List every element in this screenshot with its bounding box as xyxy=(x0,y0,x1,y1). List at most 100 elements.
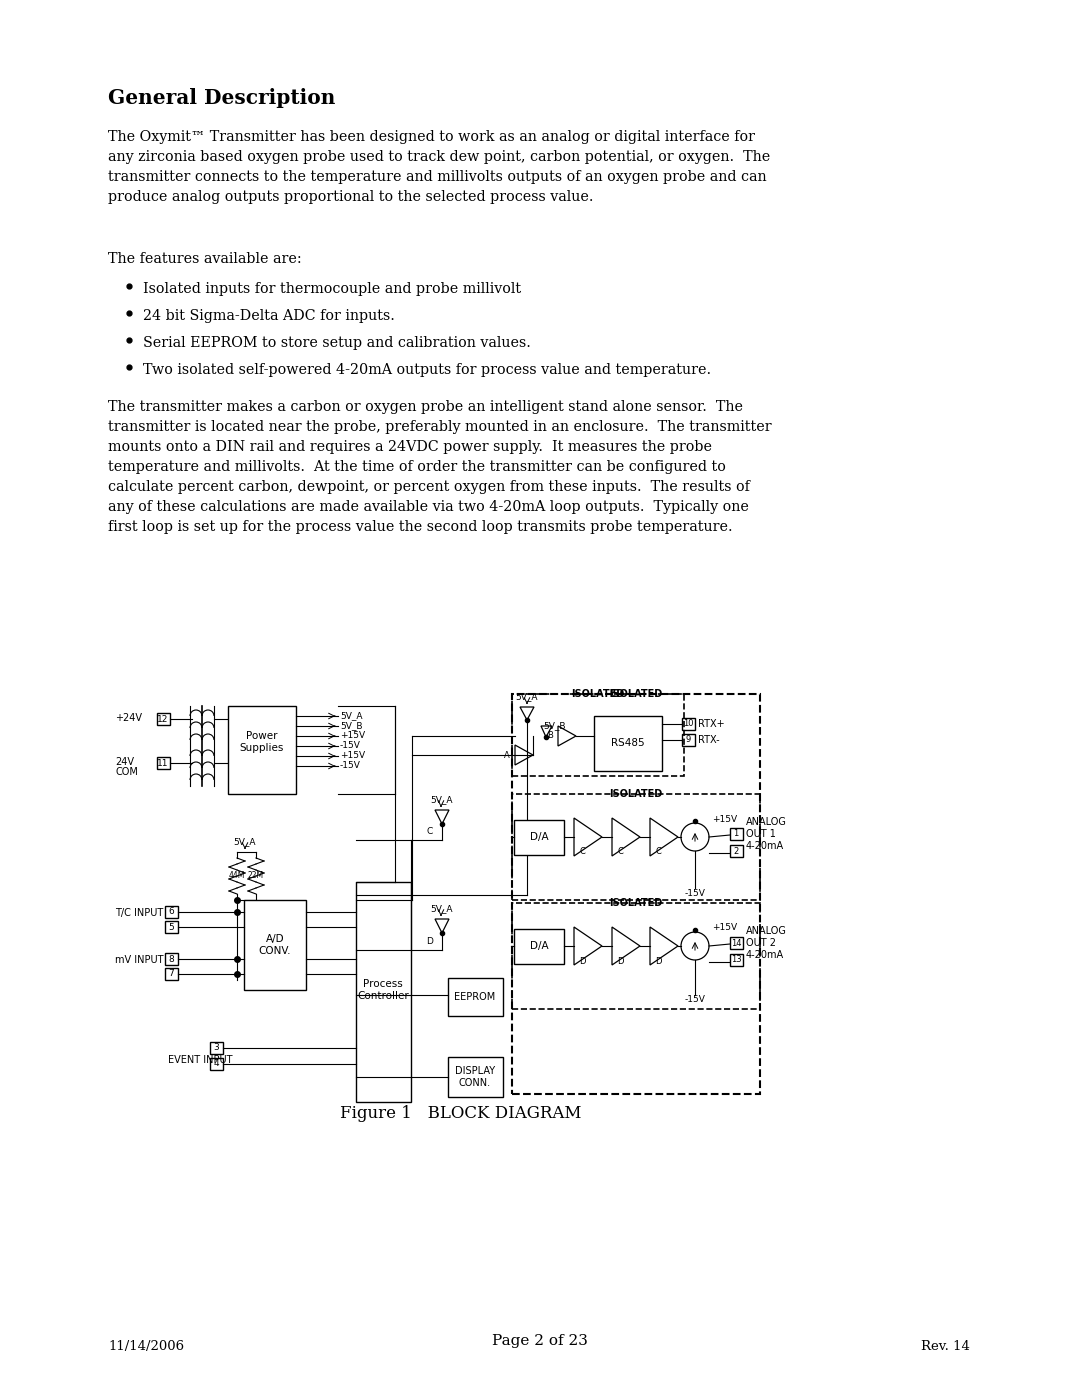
Text: Process
Controller: Process Controller xyxy=(357,979,409,1000)
Text: 5V_A: 5V_A xyxy=(516,693,538,701)
Bar xyxy=(730,845,743,856)
Bar xyxy=(512,793,760,900)
Text: 44M: 44M xyxy=(229,872,245,880)
Text: The Oxymit™ Transmitter has been designed to work as an analog or digital interf: The Oxymit™ Transmitter has been designe… xyxy=(108,130,770,204)
Bar xyxy=(681,733,696,746)
Text: 13: 13 xyxy=(731,956,741,964)
Text: EVENT INPUT: EVENT INPUT xyxy=(167,1055,232,1065)
Text: ANALOG
OUT 2
4-20mA: ANALOG OUT 2 4-20mA xyxy=(746,926,787,960)
Text: -15V: -15V xyxy=(685,888,705,897)
Text: ISOLATED: ISOLATED xyxy=(609,689,663,698)
Text: +15V: +15V xyxy=(712,816,738,824)
Text: 8: 8 xyxy=(168,954,174,964)
Text: 1: 1 xyxy=(733,830,739,838)
Text: EEPROM: EEPROM xyxy=(455,992,496,1002)
Text: 5V_B: 5V_B xyxy=(340,721,363,731)
Bar xyxy=(356,882,411,1102)
Bar xyxy=(512,902,760,1009)
Text: ANALOG
OUT 1
4-20mA: ANALOG OUT 1 4-20mA xyxy=(746,817,787,851)
Text: 5V_B: 5V_B xyxy=(543,721,566,731)
Text: COM: COM xyxy=(114,767,138,777)
Bar xyxy=(157,757,170,768)
Text: Rev. 14: Rev. 14 xyxy=(921,1340,970,1354)
Bar xyxy=(165,907,178,918)
Text: 6: 6 xyxy=(168,908,174,916)
Bar xyxy=(165,921,178,933)
Bar xyxy=(512,694,684,775)
Text: General Description: General Description xyxy=(108,88,336,108)
Text: B: B xyxy=(548,732,553,740)
Text: 4: 4 xyxy=(213,1059,219,1069)
Text: 12: 12 xyxy=(158,714,168,724)
Text: RTX-: RTX- xyxy=(698,735,719,745)
Text: C: C xyxy=(427,827,433,837)
Text: The transmitter makes a carbon or oxygen probe an intelligent stand alone sensor: The transmitter makes a carbon or oxygen… xyxy=(108,400,771,534)
Text: T/C INPUT: T/C INPUT xyxy=(114,908,163,918)
Text: Power
Supplies: Power Supplies xyxy=(240,731,284,753)
Text: Figure 1   BLOCK DIAGRAM: Figure 1 BLOCK DIAGRAM xyxy=(340,1105,581,1122)
Text: mV INPUT: mV INPUT xyxy=(114,956,163,965)
Text: D: D xyxy=(617,957,623,965)
Text: 9: 9 xyxy=(686,735,690,745)
Bar xyxy=(157,712,170,725)
Text: Page 2 of 23: Page 2 of 23 xyxy=(492,1334,588,1348)
Text: RS485: RS485 xyxy=(611,738,645,747)
Text: D: D xyxy=(579,957,585,965)
Text: The features available are:: The features available are: xyxy=(108,251,301,265)
Bar xyxy=(165,953,178,965)
Text: 5: 5 xyxy=(168,922,174,932)
Text: Serial EEPROM to store setup and calibration values.: Serial EEPROM to store setup and calibra… xyxy=(143,337,531,351)
Text: 11: 11 xyxy=(158,759,168,767)
Bar xyxy=(228,705,296,793)
Text: 5V_A: 5V_A xyxy=(430,795,453,805)
Bar xyxy=(165,968,178,981)
Text: 3: 3 xyxy=(213,1044,219,1052)
Text: 14: 14 xyxy=(731,939,741,947)
Text: A/D
CONV.: A/D CONV. xyxy=(259,935,292,956)
Bar xyxy=(594,717,662,771)
Text: C: C xyxy=(617,848,623,856)
Text: ISOLATED: ISOLATED xyxy=(609,898,663,908)
Text: ISOLATED: ISOLATED xyxy=(609,789,663,799)
Text: D/A: D/A xyxy=(529,833,549,842)
Text: ISOLATED: ISOLATED xyxy=(571,689,624,698)
Text: 2: 2 xyxy=(733,847,739,855)
Text: D: D xyxy=(427,936,433,946)
Text: Two isolated self-powered 4-20mA outputs for process value and temperature.: Two isolated self-powered 4-20mA outputs… xyxy=(143,363,711,377)
Bar xyxy=(244,900,306,990)
Bar xyxy=(730,954,743,965)
Text: 10: 10 xyxy=(683,719,693,728)
Bar xyxy=(681,718,696,731)
Text: -15V: -15V xyxy=(685,996,705,1004)
Text: -15V: -15V xyxy=(340,761,361,771)
Text: A: A xyxy=(504,750,510,760)
Text: 22M: 22M xyxy=(248,872,265,880)
Bar xyxy=(210,1058,222,1070)
Text: Isolated inputs for thermocouple and probe millivolt: Isolated inputs for thermocouple and pro… xyxy=(143,282,522,296)
Text: +15V: +15V xyxy=(712,923,738,933)
Text: -15V: -15V xyxy=(340,742,361,750)
Bar xyxy=(514,929,564,964)
Bar xyxy=(512,694,760,1094)
Bar xyxy=(514,820,564,855)
Text: D: D xyxy=(654,957,661,965)
Text: 5V_A: 5V_A xyxy=(340,711,363,721)
Bar xyxy=(448,978,503,1016)
Text: +24V: +24V xyxy=(114,712,141,724)
Text: 5V_A: 5V_A xyxy=(233,837,256,847)
Text: 24V: 24V xyxy=(114,757,134,767)
Text: RTX+: RTX+ xyxy=(698,719,725,729)
Text: C: C xyxy=(579,848,585,856)
Text: D/A: D/A xyxy=(529,942,549,951)
Bar xyxy=(210,1042,222,1053)
Text: +15V: +15V xyxy=(340,752,365,760)
Bar xyxy=(448,1058,503,1097)
Text: +15V: +15V xyxy=(340,732,365,740)
Text: DISPLAY
CONN.: DISPLAY CONN. xyxy=(455,1066,495,1088)
Bar xyxy=(730,937,743,949)
Text: 11/14/2006: 11/14/2006 xyxy=(108,1340,184,1354)
Text: 7: 7 xyxy=(168,970,174,978)
Text: C: C xyxy=(656,848,661,856)
Text: 24 bit Sigma-Delta ADC for inputs.: 24 bit Sigma-Delta ADC for inputs. xyxy=(143,309,395,323)
Text: 5V_A: 5V_A xyxy=(430,904,453,914)
